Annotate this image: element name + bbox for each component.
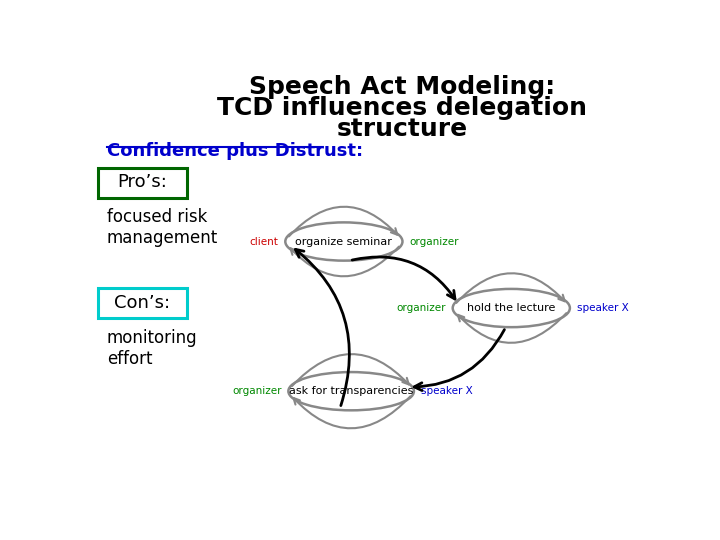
Text: Speech Act Modeling:: Speech Act Modeling: (249, 75, 556, 99)
Text: ask for transparencies: ask for transparencies (289, 386, 413, 396)
Text: client: client (250, 237, 279, 247)
FancyBboxPatch shape (99, 288, 186, 319)
Text: speaker X: speaker X (420, 386, 472, 396)
FancyBboxPatch shape (99, 167, 186, 198)
Text: organizer: organizer (232, 386, 282, 396)
Text: organizer: organizer (397, 303, 446, 313)
Text: Confidence plus Distrust:: Confidence plus Distrust: (107, 141, 363, 160)
Text: Con’s:: Con’s: (114, 294, 171, 312)
Text: structure: structure (337, 117, 468, 141)
Text: TCD influences delegation: TCD influences delegation (217, 96, 588, 120)
Text: organizer: organizer (409, 237, 459, 247)
Text: speaker X: speaker X (577, 303, 629, 313)
Text: hold the lecture: hold the lecture (467, 303, 555, 313)
Text: monitoring
effort: monitoring effort (107, 329, 197, 368)
Text: organize seminar: organize seminar (295, 237, 392, 247)
Text: Pro’s:: Pro’s: (117, 173, 167, 192)
Text: focused risk
management: focused risk management (107, 208, 218, 247)
